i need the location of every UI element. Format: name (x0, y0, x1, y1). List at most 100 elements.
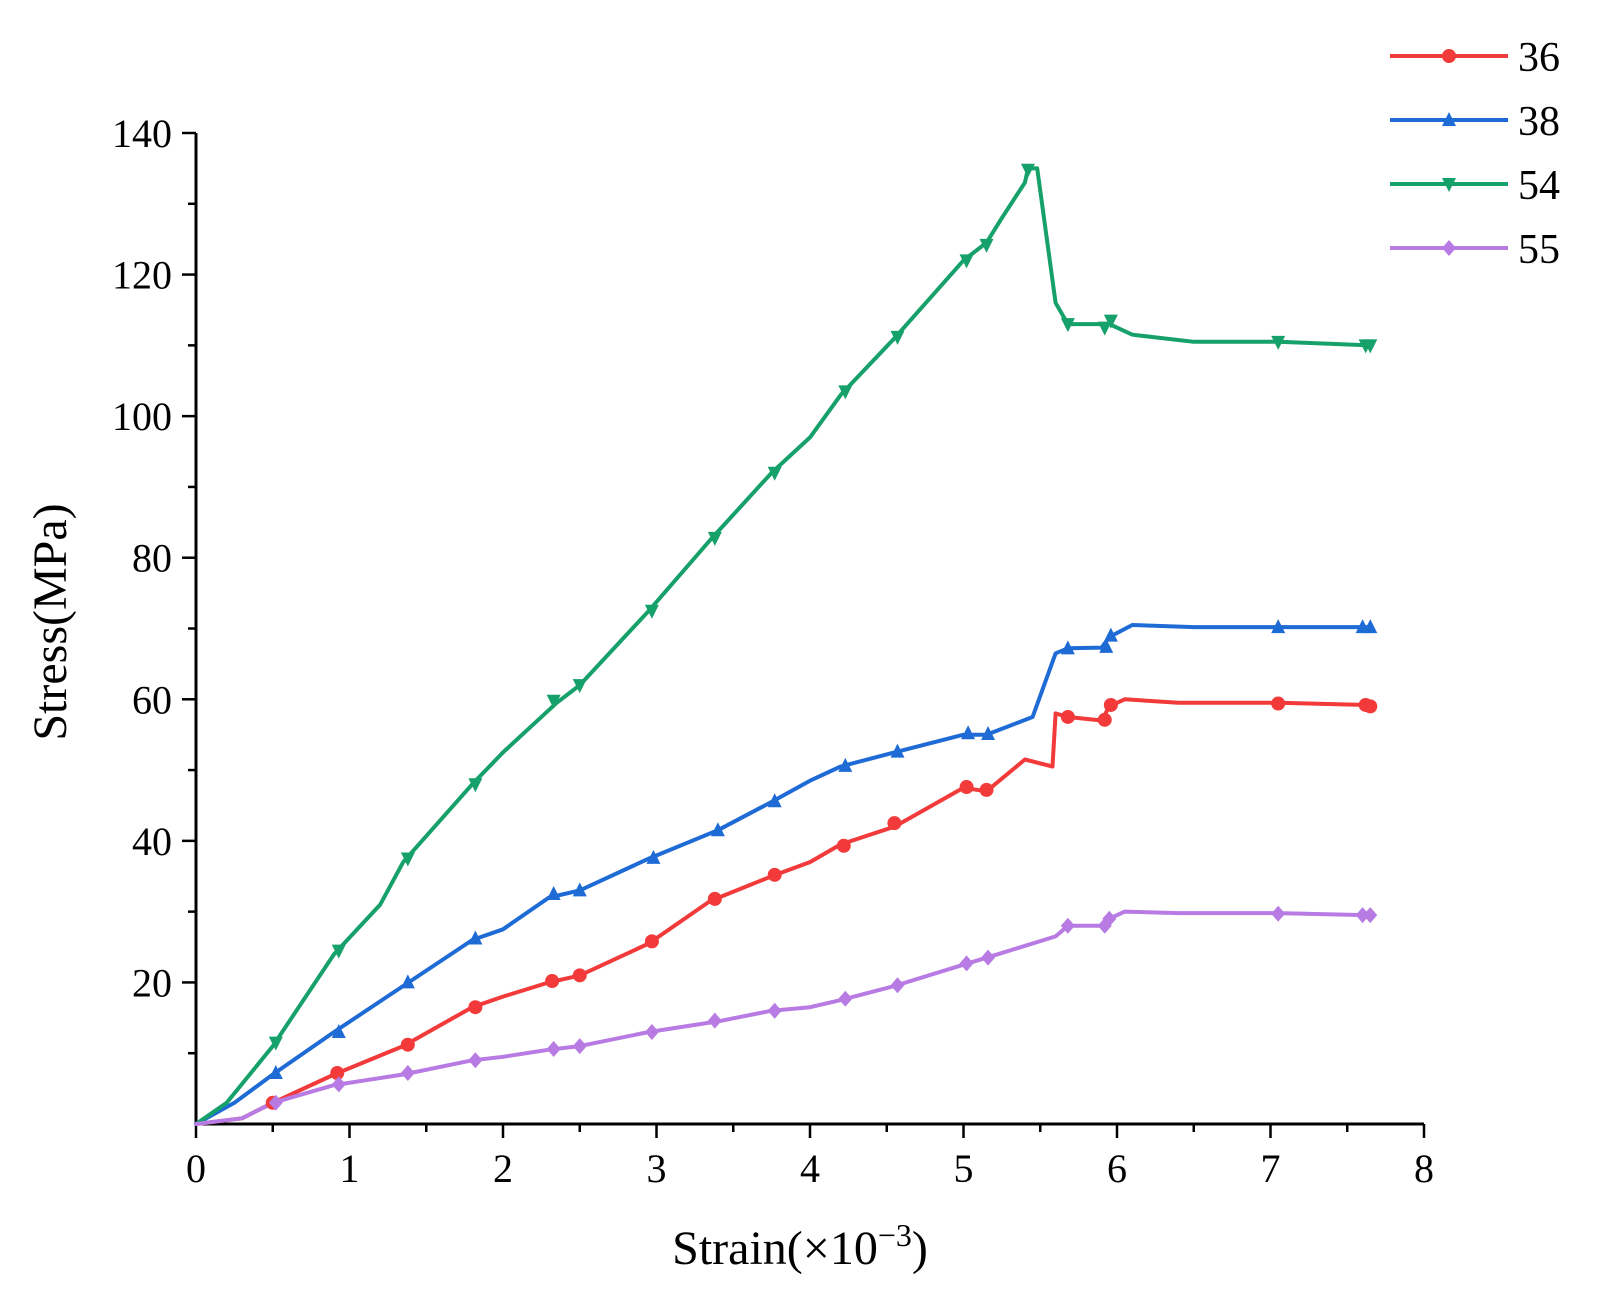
data-point-38 (981, 725, 996, 740)
data-point-55 (1363, 907, 1378, 924)
legend-label-38: 38 (1518, 99, 1560, 145)
series-line-38 (194, 623, 1373, 1126)
data-point-36 (887, 816, 902, 831)
series-markers (265, 163, 1378, 1111)
x-tick-label: 2 (493, 1146, 513, 1191)
legend: 36 38 54 55 (1390, 35, 1560, 273)
data-point-55 (981, 949, 996, 966)
data-point-54 (400, 852, 415, 867)
data-point-36 (468, 1000, 483, 1015)
y-tick-label: 120 (112, 253, 172, 298)
data-point-36 (1060, 709, 1075, 724)
data-point-54 (890, 330, 905, 345)
data-point-54 (838, 385, 853, 400)
y-axis-title: Stress(MPa) (24, 503, 77, 740)
x-axis-title: Strain(×10−3) (672, 1217, 928, 1275)
legend-marker-55 (1442, 240, 1456, 256)
y-tick-label: 100 (112, 394, 172, 439)
x-tick-label: 4 (800, 1146, 820, 1191)
y-tick-label: 40 (132, 819, 172, 864)
data-point-55 (707, 1012, 722, 1029)
data-point-38 (1060, 640, 1075, 655)
data-point-38 (838, 757, 853, 772)
data-point-54 (468, 778, 483, 793)
data-point-54 (1060, 318, 1075, 333)
data-point-54 (644, 604, 659, 619)
legend-marker-54 (1442, 178, 1456, 192)
data-point-54 (959, 254, 974, 269)
data-point-38 (572, 882, 587, 897)
data-point-55 (1271, 905, 1286, 922)
data-point-55 (959, 955, 974, 972)
x-tick-label: 3 (647, 1146, 667, 1191)
x-tick-label: 7 (1261, 1146, 1281, 1191)
data-point-36 (1363, 699, 1378, 714)
data-point-55 (1102, 910, 1117, 927)
data-point-38 (767, 793, 782, 808)
data-point-55 (767, 1002, 782, 1019)
data-point-55 (572, 1038, 587, 1055)
series-lines (194, 166, 1373, 1126)
legend-label-55: 55 (1518, 227, 1560, 273)
x-tick-label: 8 (1414, 1146, 1434, 1191)
data-point-55 (890, 977, 905, 994)
data-point-38 (468, 930, 483, 945)
data-point-38 (961, 725, 976, 740)
data-point-55 (546, 1040, 561, 1057)
data-point-38 (646, 849, 661, 864)
data-point-36 (959, 780, 974, 795)
data-point-54 (767, 466, 782, 481)
data-point-55 (838, 990, 853, 1007)
data-point-36 (979, 782, 994, 797)
x-tick-label: 6 (1107, 1146, 1127, 1191)
data-point-36 (836, 838, 851, 853)
data-point-55 (400, 1065, 415, 1082)
data-point-36 (644, 934, 659, 949)
legend-label-54: 54 (1518, 163, 1560, 209)
data-point-36 (1103, 697, 1118, 712)
data-point-38 (1099, 638, 1114, 653)
data-point-55 (331, 1076, 346, 1093)
data-point-38 (1363, 619, 1378, 634)
data-point-36 (400, 1037, 415, 1052)
data-point-36 (1097, 712, 1112, 727)
data-point-54 (546, 694, 561, 709)
y-tick-label: 20 (132, 960, 172, 1005)
data-point-36 (572, 968, 587, 983)
data-point-54 (707, 531, 722, 546)
data-point-54 (1271, 335, 1286, 350)
data-point-55 (644, 1023, 659, 1040)
data-point-38 (1271, 619, 1286, 634)
data-point-54 (979, 238, 994, 253)
y-tick-label: 80 (132, 536, 172, 581)
data-point-38 (1103, 627, 1118, 642)
data-point-38 (710, 822, 725, 837)
data-point-54 (1363, 339, 1378, 354)
data-point-55 (1355, 907, 1370, 924)
legend-label-36: 36 (1518, 35, 1560, 81)
x-tick-label: 1 (340, 1146, 360, 1191)
data-point-54 (331, 944, 346, 959)
data-point-38 (331, 1023, 346, 1038)
data-point-54 (268, 1036, 283, 1051)
data-point-36 (767, 867, 782, 882)
legend-marker-36 (1442, 49, 1456, 63)
data-point-54 (1103, 314, 1118, 329)
x-tick-label: 0 (186, 1146, 206, 1191)
x-tick-label: 5 (954, 1146, 974, 1191)
data-point-38 (546, 885, 561, 900)
data-point-38 (890, 743, 905, 758)
data-point-55 (1060, 917, 1075, 934)
data-point-38 (400, 974, 415, 989)
data-point-36 (330, 1066, 345, 1081)
series-line-55 (194, 909, 1373, 1126)
data-point-54 (1097, 321, 1112, 336)
data-point-36 (545, 974, 560, 989)
data-point-38 (268, 1065, 283, 1080)
data-point-54 (572, 679, 587, 694)
axis-ticks: 0 1 2 3 4 5 6 7 8 20 40 60 80 100 120 140 (112, 111, 1434, 1191)
axes (194, 133, 1424, 1126)
y-tick-label: 140 (112, 111, 172, 156)
data-point-36 (1271, 696, 1286, 711)
